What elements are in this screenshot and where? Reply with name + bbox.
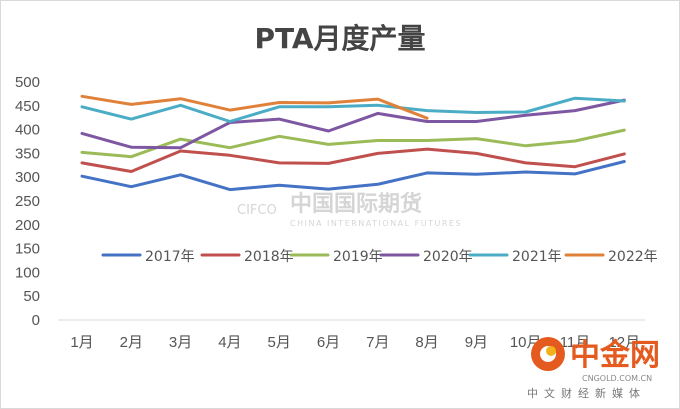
y-tick-label: 400	[15, 122, 40, 139]
y-tick-label: 50	[23, 288, 40, 305]
x-tick-label: 8月	[415, 334, 438, 351]
x-tick-label: 3月	[169, 334, 192, 351]
cngold-site-url: CNGOLD.COM.CN	[582, 374, 652, 383]
cngold-site-name: 中金网	[570, 338, 660, 373]
y-tick-label: 0	[32, 312, 40, 329]
x-tick-label: 4月	[218, 334, 241, 351]
legend-label: 2018年	[244, 249, 294, 265]
y-tick-label: 250	[15, 193, 40, 210]
series-line-5	[80, 94, 429, 120]
y-axis: 0 50 100 150 200 250 300 350 400 450 500	[15, 74, 40, 329]
series-line-1	[80, 147, 626, 173]
x-tick-label: 9月	[465, 334, 488, 351]
y-tick-label: 300	[15, 169, 40, 186]
x-tick-label: 5月	[268, 334, 291, 351]
series-line-0	[80, 160, 626, 192]
cifco-watermark: CIFCO 中国国际期货 CHINA INTERNATIONAL FUTURES	[237, 191, 462, 228]
y-tick-label: 200	[15, 217, 40, 234]
cngold-site-sub: 中文财经新媒体	[527, 386, 646, 400]
series-line-2	[80, 128, 626, 159]
series-line-4	[80, 96, 626, 123]
x-tick-label: 11月	[560, 334, 591, 351]
y-tick-label: 100	[15, 264, 40, 281]
x-tick-label: 1月	[70, 334, 93, 351]
legend: 2017年 2018年 2019年 2020年 2021年 2022年	[101, 249, 658, 265]
cngold-logo: 中金网 CNGOLD.COM.CN 中文财经新媒体	[527, 337, 660, 400]
x-tick-label: 12月	[608, 334, 640, 351]
x-axis: 1月 2月 3月 4月 5月 6月 7月 8月 9月 10月 11月 12月	[70, 334, 640, 351]
x-tick-label: 7月	[366, 334, 389, 351]
cifco-watermark-en: CHINA INTERNATIONAL FUTURES	[290, 219, 462, 228]
series-line-3	[80, 98, 626, 150]
y-tick-label: 150	[15, 241, 40, 258]
legend-label: 2020年	[423, 249, 473, 265]
series-lines	[80, 94, 626, 192]
x-tick-label: 6月	[317, 334, 340, 351]
legend-label: 2017年	[145, 249, 195, 265]
legend-label: 2022年	[608, 249, 658, 265]
cifco-watermark-cn: 中国国际期货	[290, 191, 422, 217]
y-tick-label: 450	[15, 98, 40, 115]
cifco-watermark-left: CIFCO	[237, 203, 277, 218]
legend-label: 2021年	[512, 249, 562, 265]
y-tick-label: 500	[15, 74, 40, 91]
y-tick-label: 350	[15, 145, 40, 162]
legend-label: 2019年	[333, 249, 383, 265]
x-tick-label: 2月	[120, 334, 143, 351]
chart-title: PTA月度产量	[254, 22, 425, 55]
